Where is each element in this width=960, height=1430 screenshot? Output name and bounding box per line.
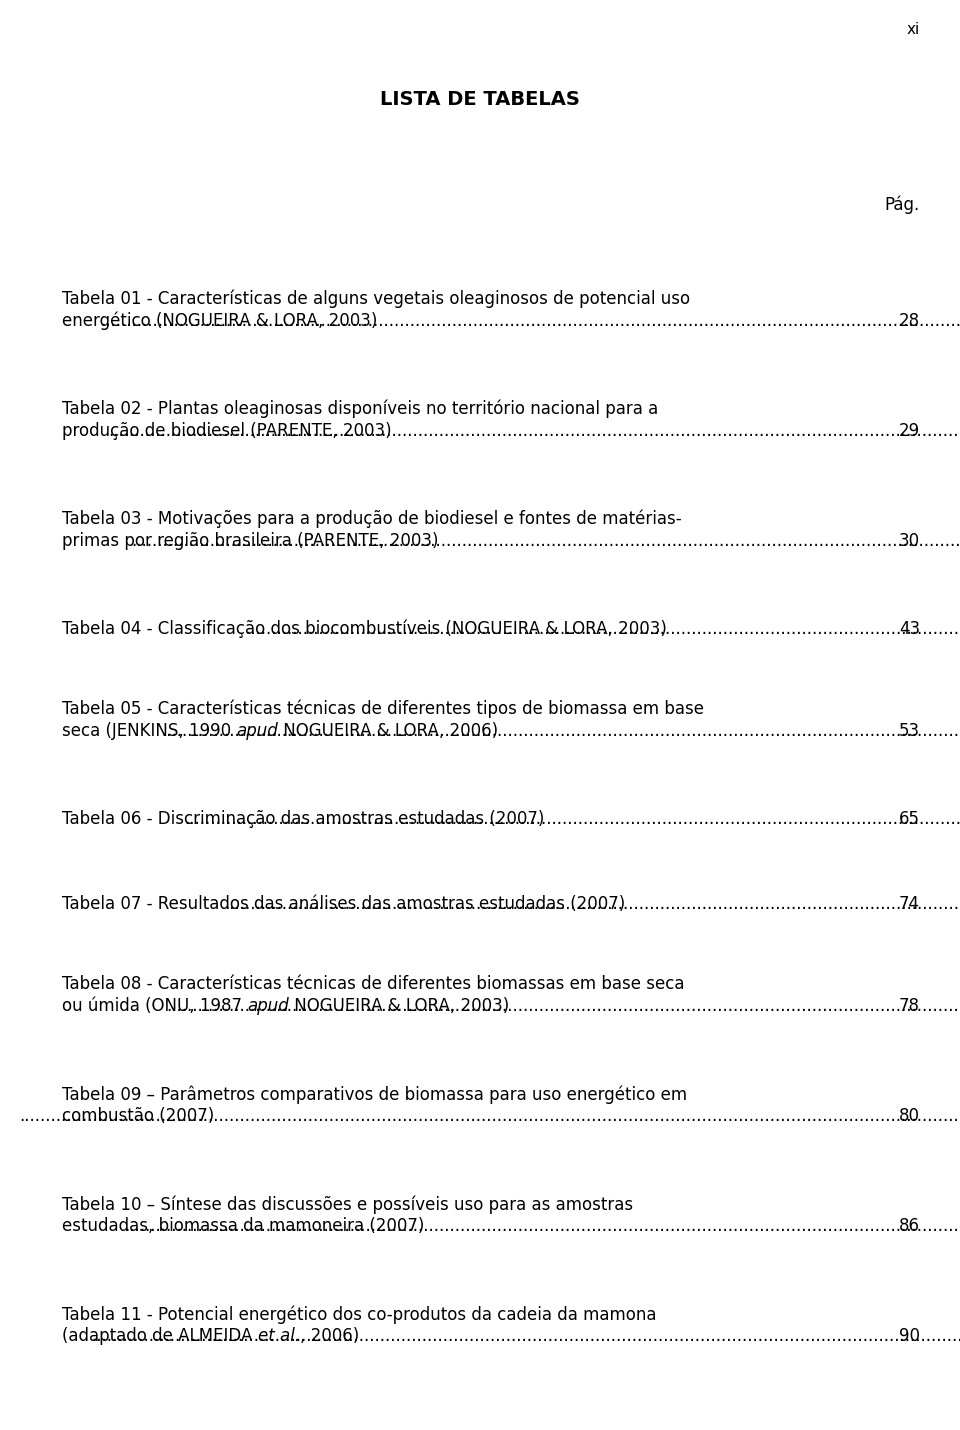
Text: ................................................................................: ........................................…: [246, 621, 960, 638]
Text: Tabela 11 - Potencial energético dos co-produtos da cadeia da mamona: Tabela 11 - Potencial energético dos co-…: [62, 1306, 657, 1324]
Text: 53: 53: [899, 722, 920, 739]
Text: combustão (2007): combustão (2007): [62, 1107, 214, 1125]
Text: ................................................................................: ........................................…: [225, 895, 960, 912]
Text: 28: 28: [899, 312, 920, 330]
Text: apud: apud: [248, 997, 289, 1015]
Text: ou úmida (ONU, 1987: ou úmida (ONU, 1987: [62, 997, 248, 1015]
Text: Tabela 05 - Características técnicas de diferentes tipos de biomassa em base: Tabela 05 - Características técnicas de …: [62, 701, 704, 718]
Text: 90: 90: [899, 1327, 920, 1346]
Text: LISTA DE TABELAS: LISTA DE TABELAS: [380, 90, 580, 109]
Text: produção de biodiesel (PARENTE, 2003): produção de biodiesel (PARENTE, 2003): [62, 422, 392, 440]
Text: ................................................................................: ........................................…: [184, 809, 960, 828]
Text: Tabela 06 - Discriminação das amostras estudadas (2007): Tabela 06 - Discriminação das amostras e…: [62, 809, 544, 828]
Text: seca (JENKINS, 1990: seca (JENKINS, 1990: [62, 722, 236, 739]
Text: NOGUEIRA & LORA, 2006): NOGUEIRA & LORA, 2006): [278, 722, 498, 739]
Text: energético (NOGUEIRA & LORA, 2003): energético (NOGUEIRA & LORA, 2003): [62, 312, 377, 330]
Text: apud: apud: [236, 722, 278, 739]
Text: ................................................................................: ........................................…: [132, 532, 960, 551]
Text: Tabela 08 - Características técnicas de diferentes biomassas em base seca: Tabela 08 - Características técnicas de …: [62, 975, 684, 992]
Text: ................................................................................: ........................................…: [124, 1217, 960, 1236]
Text: 29: 29: [899, 422, 920, 440]
Text: NOGUEIRA & LORA, 2003): NOGUEIRA & LORA, 2003): [289, 997, 509, 1015]
Text: , 2006): , 2006): [300, 1327, 359, 1346]
Text: ................................................................................: ........................................…: [108, 422, 960, 440]
Text: Tabela 04 - Classificação dos biocombustíveis (NOGUEIRA & LORA, 2003): Tabela 04 - Classificação dos biocombust…: [62, 621, 667, 639]
Text: 43: 43: [899, 621, 920, 638]
Text: 65: 65: [899, 809, 920, 828]
Text: 30: 30: [899, 532, 920, 551]
Text: Tabela 02 - Plantas oleaginosas disponíveis no território nacional para a: Tabela 02 - Plantas oleaginosas disponív…: [62, 400, 659, 419]
Text: 78: 78: [899, 997, 920, 1015]
Text: xi: xi: [907, 21, 920, 37]
Text: Tabela 01 - Características de alguns vegetais oleaginosos de potencial uso: Tabela 01 - Características de alguns ve…: [62, 290, 690, 309]
Text: primas por região brasileira (PARENTE, 2003): primas por região brasileira (PARENTE, 2…: [62, 532, 439, 551]
Text: estudadas, biomassa da mamoneira (2007): estudadas, biomassa da mamoneira (2007): [62, 1217, 424, 1236]
Text: 74: 74: [899, 895, 920, 912]
Text: Tabela 09 – Parâmetros comparativos de biomassa para uso energético em: Tabela 09 – Parâmetros comparativos de b…: [62, 1085, 687, 1104]
Text: ................................................................................: ........................................…: [161, 722, 960, 739]
Text: 86: 86: [899, 1217, 920, 1236]
Text: 80: 80: [899, 1107, 920, 1125]
Text: ................................................................................: ........................................…: [91, 1327, 960, 1346]
Text: (adaptado de ALMEIDA: (adaptado de ALMEIDA: [62, 1327, 257, 1346]
Text: et al.: et al.: [257, 1327, 300, 1346]
Text: Tabela 03 - Motivações para a produção de biodiesel e fontes de matérias-: Tabela 03 - Motivações para a produção d…: [62, 511, 682, 529]
Text: ................................................................................: ........................................…: [19, 1107, 960, 1125]
Text: ................................................................................: ........................................…: [101, 312, 960, 330]
Text: Tabela 10 – Síntese das discussões e possíveis uso para as amostras: Tabela 10 – Síntese das discussões e pos…: [62, 1195, 634, 1214]
Text: ................................................................................: ........................................…: [167, 997, 960, 1015]
Text: Pág.: Pág.: [885, 194, 920, 213]
Text: Tabela 07 - Resultados das análises das amostras estudadas (2007): Tabela 07 - Resultados das análises das …: [62, 895, 625, 912]
